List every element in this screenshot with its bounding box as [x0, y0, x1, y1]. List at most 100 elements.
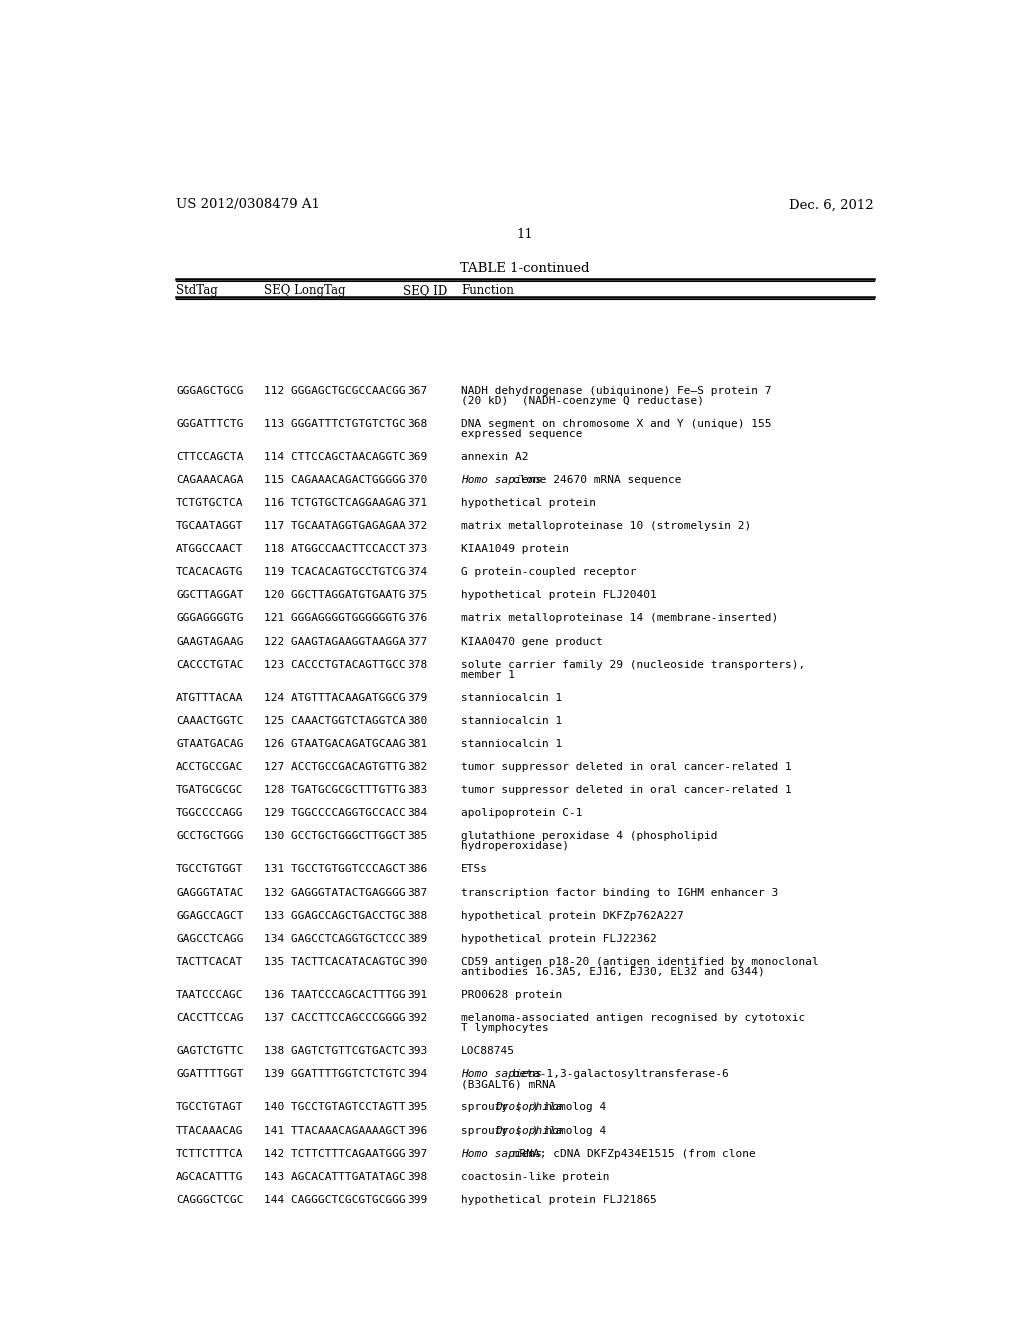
Text: KIAA0470 gene product: KIAA0470 gene product	[461, 636, 603, 647]
Text: GAGGGTATAC: GAGGGTATAC	[176, 887, 244, 898]
Text: 379: 379	[407, 693, 427, 702]
Text: 135 TACTTCACATACAGTGC: 135 TACTTCACATACAGTGC	[263, 957, 406, 966]
Text: sprouty (: sprouty (	[461, 1126, 522, 1135]
Text: 380: 380	[407, 715, 427, 726]
Text: 376: 376	[407, 614, 427, 623]
Text: 381: 381	[407, 739, 427, 748]
Text: 122 GAAGTAGAAGGTAAGGA: 122 GAAGTAGAAGGTAAGGA	[263, 636, 406, 647]
Text: 132 GAGGGTATACTGAGGGG: 132 GAGGGTATACTGAGGGG	[263, 887, 406, 898]
Text: ACCTGCCGAC: ACCTGCCGAC	[176, 762, 244, 772]
Text: CACCCTGTAC: CACCCTGTAC	[176, 660, 244, 669]
Text: Homo sapiens: Homo sapiens	[461, 1148, 543, 1159]
Text: 121 GGGAGGGGTGGGGGGTG: 121 GGGAGGGGTGGGGGGTG	[263, 614, 406, 623]
Text: 395: 395	[407, 1102, 427, 1113]
Text: 385: 385	[407, 832, 427, 841]
Text: hypothetical protein: hypothetical protein	[461, 498, 596, 508]
Text: 115 CAGAAACAGACTGGGGG: 115 CAGAAACAGACTGGGGG	[263, 475, 406, 484]
Text: 382: 382	[407, 762, 427, 772]
Text: tumor suppressor deleted in oral cancer-related 1: tumor suppressor deleted in oral cancer-…	[461, 762, 792, 772]
Text: KIAA1049 protein: KIAA1049 protein	[461, 544, 569, 554]
Text: 368: 368	[407, 418, 427, 429]
Text: 11: 11	[516, 227, 534, 240]
Text: 388: 388	[407, 911, 427, 920]
Text: TCTTCTTTCA: TCTTCTTTCA	[176, 1148, 244, 1159]
Text: Drosophila: Drosophila	[495, 1126, 562, 1135]
Text: T lymphocytes: T lymphocytes	[461, 1023, 549, 1034]
Text: GGAGCCAGCT: GGAGCCAGCT	[176, 911, 244, 920]
Text: G protein-coupled receptor: G protein-coupled receptor	[461, 568, 637, 577]
Text: annexin A2: annexin A2	[461, 451, 528, 462]
Text: 124 ATGTTTACAAGATGGCG: 124 ATGTTTACAAGATGGCG	[263, 693, 406, 702]
Text: 390: 390	[407, 957, 427, 966]
Text: coactosin-like protein: coactosin-like protein	[461, 1172, 609, 1181]
Text: GCCTGCTGGG: GCCTGCTGGG	[176, 832, 244, 841]
Text: 371: 371	[407, 498, 427, 508]
Text: 367: 367	[407, 385, 427, 396]
Text: 120 GGCTTAGGATGTGAATG: 120 GGCTTAGGATGTGAATG	[263, 590, 406, 601]
Text: stanniocalcin 1: stanniocalcin 1	[461, 693, 562, 702]
Text: Function: Function	[461, 284, 514, 297]
Text: TCACACAGTG: TCACACAGTG	[176, 568, 244, 577]
Text: 123 CACCCTGTACAGTTGCC: 123 CACCCTGTACAGTTGCC	[263, 660, 406, 669]
Text: (B3GALT6) mRNA: (B3GALT6) mRNA	[461, 1080, 556, 1089]
Text: GGGATTTCTG: GGGATTTCTG	[176, 418, 244, 429]
Text: 389: 389	[407, 933, 427, 944]
Text: 112 GGGAGCTGCGCCAACGG: 112 GGGAGCTGCGCCAACGG	[263, 385, 406, 396]
Text: 378: 378	[407, 660, 427, 669]
Text: GAGTCTGTTC: GAGTCTGTTC	[176, 1047, 244, 1056]
Text: hypothetical protein FLJ21865: hypothetical protein FLJ21865	[461, 1195, 657, 1205]
Text: 114 CTTCCAGCTAACAGGTC: 114 CTTCCAGCTAACAGGTC	[263, 451, 406, 462]
Text: Homo sapiens: Homo sapiens	[461, 475, 543, 484]
Text: 375: 375	[407, 590, 427, 601]
Text: GGGAGCTGCG: GGGAGCTGCG	[176, 385, 244, 396]
Text: 128 TGATGCGCGCTTTGTTG: 128 TGATGCGCGCTTTGTTG	[263, 785, 406, 795]
Text: apolipoprotein C-1: apolipoprotein C-1	[461, 808, 583, 818]
Text: LOC88745: LOC88745	[461, 1047, 515, 1056]
Text: GGATTTTGGT: GGATTTTGGT	[176, 1069, 244, 1080]
Text: SEQ LongTag: SEQ LongTag	[263, 284, 345, 297]
Text: CTTCCAGCTA: CTTCCAGCTA	[176, 451, 244, 462]
Text: 141 TTACAAACAGAAAAGCT: 141 TTACAAACAGAAAAGCT	[263, 1126, 406, 1135]
Text: 130 GCCTGCTGGGCTTGGCT: 130 GCCTGCTGGGCTTGGCT	[263, 832, 406, 841]
Text: 139 GGATTTTGGTCTCTGTC: 139 GGATTTTGGTCTCTGTC	[263, 1069, 406, 1080]
Text: 374: 374	[407, 568, 427, 577]
Text: matrix metalloproteinase 10 (stromelysin 2): matrix metalloproteinase 10 (stromelysin…	[461, 521, 752, 531]
Text: melanoma-associated antigen recognised by cytotoxic: melanoma-associated antigen recognised b…	[461, 1014, 806, 1023]
Text: GAAGTAGAAG: GAAGTAGAAG	[176, 636, 244, 647]
Text: 144 CAGGGCTCGCGTGCGGG: 144 CAGGGCTCGCGTGCGGG	[263, 1195, 406, 1205]
Text: ) homolog 4: ) homolog 4	[531, 1126, 606, 1135]
Text: Dec. 6, 2012: Dec. 6, 2012	[788, 198, 873, 211]
Text: DNA segment on chromosome X and Y (unique) 155: DNA segment on chromosome X and Y (uniqu…	[461, 418, 772, 429]
Text: stanniocalcin 1: stanniocalcin 1	[461, 715, 562, 726]
Text: glutathione peroxidase 4 (phospholipid: glutathione peroxidase 4 (phospholipid	[461, 832, 718, 841]
Text: 394: 394	[407, 1069, 427, 1080]
Text: CAGGGCTCGC: CAGGGCTCGC	[176, 1195, 244, 1205]
Text: sprouty (: sprouty (	[461, 1102, 522, 1113]
Text: TGCAATAGGT: TGCAATAGGT	[176, 521, 244, 531]
Text: TGATGCGCGC: TGATGCGCGC	[176, 785, 244, 795]
Text: 372: 372	[407, 521, 427, 531]
Text: GTAATGACAG: GTAATGACAG	[176, 739, 244, 748]
Text: 384: 384	[407, 808, 427, 818]
Text: stanniocalcin 1: stanniocalcin 1	[461, 739, 562, 748]
Text: StdTag: StdTag	[176, 284, 218, 297]
Text: Homo sapiens: Homo sapiens	[461, 1069, 543, 1080]
Text: transcription factor binding to IGHM enhancer 3: transcription factor binding to IGHM enh…	[461, 887, 778, 898]
Text: 391: 391	[407, 990, 427, 1001]
Text: hydroperoxidase): hydroperoxidase)	[461, 841, 569, 851]
Text: CAAACTGGTC: CAAACTGGTC	[176, 715, 244, 726]
Text: ) homolog 4: ) homolog 4	[531, 1102, 606, 1113]
Text: Drosophila: Drosophila	[495, 1102, 562, 1113]
Text: expressed sequence: expressed sequence	[461, 429, 583, 438]
Text: (20 kD)  (NADH-coenzyme Q reductase): (20 kD) (NADH-coenzyme Q reductase)	[461, 396, 705, 405]
Text: 127 ACCTGCCGACAGTGTTG: 127 ACCTGCCGACAGTGTTG	[263, 762, 406, 772]
Text: matrix metalloproteinase 14 (membrane-inserted): matrix metalloproteinase 14 (membrane-in…	[461, 614, 778, 623]
Text: 131 TGCCTGTGGTCCCAGCT: 131 TGCCTGTGGTCCCAGCT	[263, 865, 406, 874]
Text: SEQ ID: SEQ ID	[403, 284, 447, 297]
Text: 392: 392	[407, 1014, 427, 1023]
Text: TGCCTGTGGT: TGCCTGTGGT	[176, 865, 244, 874]
Text: 399: 399	[407, 1195, 427, 1205]
Text: 398: 398	[407, 1172, 427, 1181]
Text: ATGTTTACAA: ATGTTTACAA	[176, 693, 244, 702]
Text: 137 CACCTTCCAGCCCGGGG: 137 CACCTTCCAGCCCGGGG	[263, 1014, 406, 1023]
